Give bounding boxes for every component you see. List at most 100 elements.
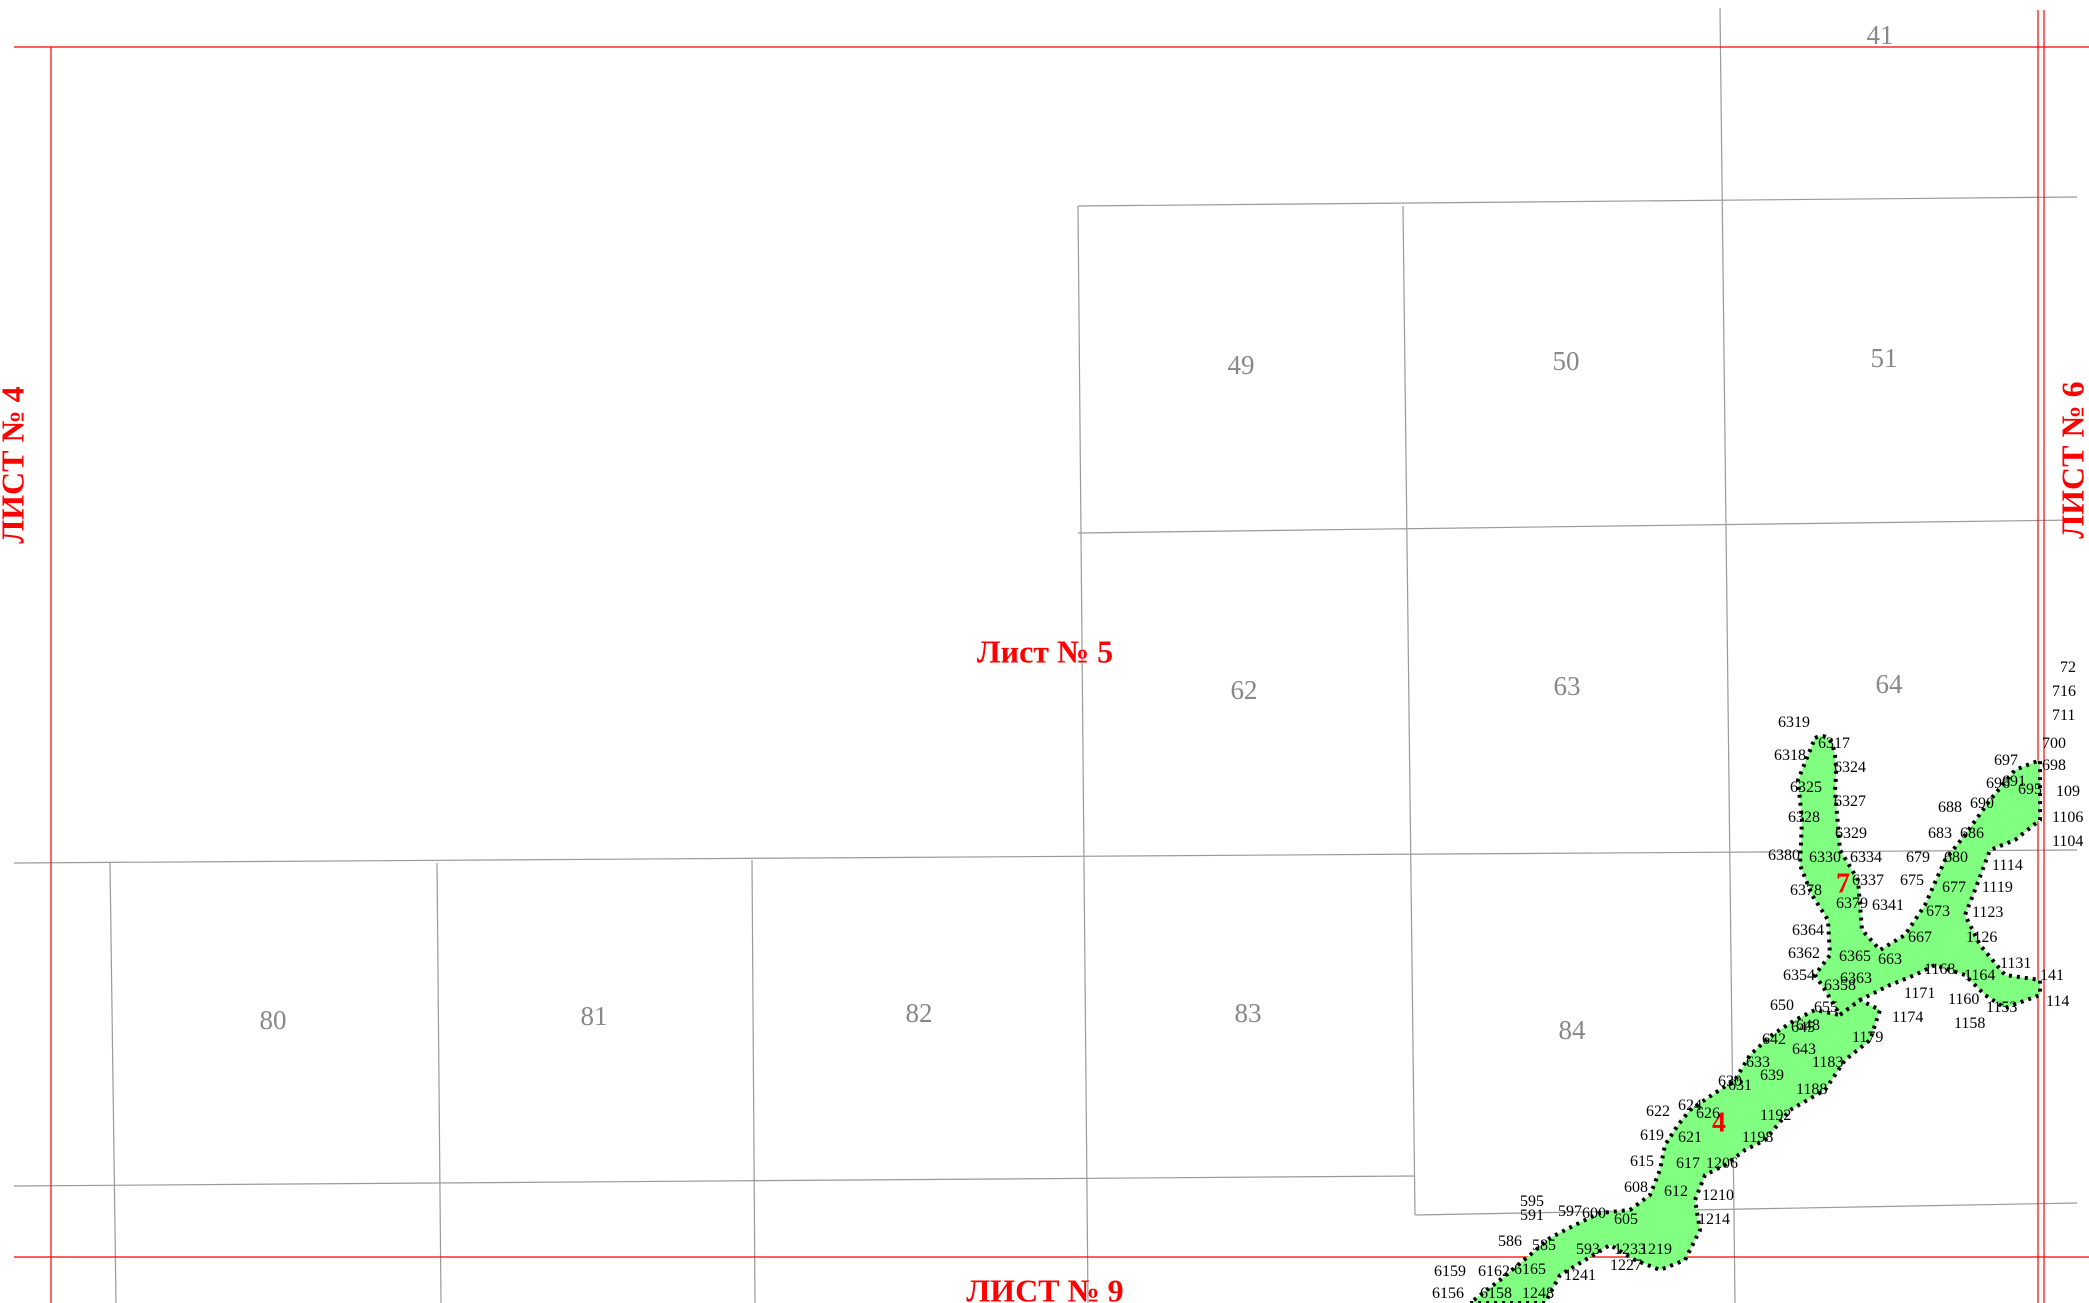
point-label: 1174 (1892, 1009, 1923, 1026)
zone-label-7: 7 (1836, 868, 1850, 899)
cell-label-83: 83 (1235, 998, 1262, 1028)
point-label: 1198 (1742, 1129, 1773, 1146)
point-label: 6364 (1792, 922, 1824, 939)
point-label: 642 (1762, 1031, 1786, 1048)
point-label: 680 (1944, 849, 1968, 866)
point-label: 6380 (1768, 847, 1800, 864)
point-label: 686 (1960, 825, 1984, 842)
point-label: 600 (1582, 1205, 1606, 1222)
point-label: 1192 (1760, 1107, 1791, 1124)
point-label: 1131 (2000, 955, 2031, 972)
point-label: 6329 (1835, 825, 1867, 842)
point-label: 683 (1928, 825, 1952, 842)
cell-label-84: 84 (1559, 1015, 1587, 1045)
point-label: 1114 (1992, 857, 2023, 874)
point-label: 1158 (1954, 1015, 1985, 1032)
point-label: 595 (1520, 1193, 1544, 1210)
sheet-borders (14, 10, 2089, 1303)
point-label: 630 (1718, 1073, 1742, 1090)
point-label: 6341 (1872, 897, 1904, 914)
point-label: 1119 (1982, 879, 2013, 896)
point-label: 6319 (1778, 714, 1810, 731)
zone-label-4: 4 (1712, 1107, 1726, 1138)
point-label: 6378 (1790, 882, 1822, 899)
sheet-label-bottom: ЛИСТ № 9 (966, 1272, 1123, 1303)
point-label: 593 (1576, 1241, 1600, 1258)
point-label: 72 (2060, 659, 2076, 676)
point-label: 608 (1624, 1179, 1648, 1196)
point-label: 6165 (1514, 1261, 1546, 1278)
point-label: 6358 (1824, 977, 1856, 994)
point-label: 1183 (1812, 1054, 1843, 1071)
point-label: 1179 (1852, 1029, 1883, 1046)
point-label: 6328 (1788, 809, 1820, 826)
point-label: 591 (1520, 1207, 1544, 1224)
point-label: 624 (1678, 1097, 1702, 1114)
point-label: 6337 (1852, 872, 1884, 889)
point-label: 1233 (1614, 1241, 1646, 1258)
zone-7-polygon (1795, 734, 2042, 1018)
point-label: 6317 (1818, 735, 1850, 752)
point-label: 700 (2042, 735, 2066, 752)
point-label: 716 (2052, 683, 2076, 700)
point-label: 1248 (1522, 1285, 1554, 1302)
cell-label-50: 50 (1553, 346, 1580, 376)
point-label: 645 (1791, 1019, 1815, 1036)
point-label: 605 (1614, 1211, 1638, 1228)
point-label: 698 (2042, 757, 2066, 774)
point-label: 1171 (1904, 985, 1935, 1002)
point-label: 1164 (1964, 967, 1995, 984)
grid-lines (13, 7, 2078, 1303)
point-label: 1188 (1796, 1081, 1827, 1098)
point-label: 677 (1942, 879, 1966, 896)
point-label: 643 (1792, 1041, 1816, 1058)
point-label: 6354 (1783, 967, 1815, 984)
point-label: 1153 (1986, 999, 2017, 1016)
point-label: 1106 (2052, 809, 2083, 826)
sheet-label-right: ЛИСТ № 6 (2054, 381, 2089, 538)
point-label: 1104 (2052, 833, 2083, 850)
point-label: 633 (1746, 1054, 1770, 1071)
point-label: 622 (1646, 1103, 1670, 1120)
point-label: 1160 (1948, 991, 1979, 1008)
cell-label-41: 41 (1867, 20, 1894, 50)
point-label: 585 (1532, 1237, 1556, 1254)
point-label: 6327 (1834, 793, 1866, 810)
point-label: 6365 (1839, 948, 1871, 965)
sheet-labels: ЛИСТ № 4 ЛИСТ № 6 Лист № 5 ЛИСТ № 9 (0, 381, 2089, 1303)
point-label: 695 (2018, 781, 2042, 798)
sheet-label-current: Лист № 5 (977, 633, 1113, 669)
point-label: 114 (2046, 993, 2069, 1010)
point-label: 675 (1900, 872, 1924, 889)
point-label: 612 (1664, 1183, 1688, 1200)
cell-label-81: 81 (581, 1001, 608, 1031)
cell-label-64: 64 (1876, 669, 1904, 699)
point-label: 6159 (1434, 1263, 1466, 1280)
cell-label-82: 82 (906, 998, 933, 1028)
point-label: 655 (1814, 999, 1838, 1016)
cell-label-63: 63 (1554, 671, 1581, 701)
point-label: 6325 (1790, 779, 1822, 796)
point-label: 626 (1696, 1105, 1720, 1122)
point-label: 6156 (1432, 1285, 1464, 1302)
point-label: 109 (2056, 783, 2080, 800)
point-label: 1227 (1610, 1257, 1642, 1274)
point-label: 679 (1906, 849, 1930, 866)
cell-labels: 41 49 50 51 62 63 64 80 81 82 83 84 (260, 20, 1904, 1045)
point-label: 586 (1498, 1233, 1522, 1250)
point-label: 1210 (1702, 1187, 1734, 1204)
point-label: 639 (1760, 1067, 1784, 1084)
point-label: 648 (1796, 1017, 1820, 1034)
point-label: 6330 (1809, 849, 1841, 866)
point-label: 1219 (1640, 1241, 1672, 1258)
point-label: 6334 (1850, 849, 1882, 866)
point-label: 711 (2052, 707, 2075, 724)
point-label: 1241 (1564, 1267, 1596, 1284)
point-label: 691 (2002, 773, 2026, 790)
point-label: 6362 (1788, 945, 1820, 962)
point-label: 631 (1728, 1077, 1752, 1094)
point-label: 6379 (1836, 895, 1868, 912)
point-label: 696 (1986, 775, 2010, 792)
